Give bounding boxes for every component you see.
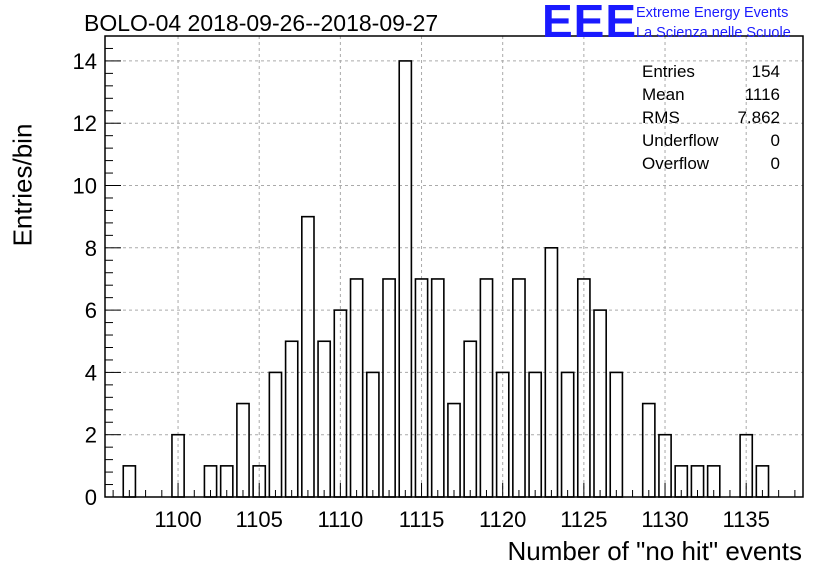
histogram-bar (317, 340, 332, 498)
y-tick-label: 8 (85, 236, 97, 261)
x-axis-label: Number of "no hit" events (507, 536, 803, 566)
logo-line-1: Extreme Energy Events (636, 5, 789, 21)
stat-value: 1116 (744, 85, 780, 104)
stat-label: Underflow (642, 131, 719, 150)
histogram-bar (479, 278, 494, 498)
y-tick-label: 6 (85, 298, 97, 323)
stat-row-entries: Entries 154 (642, 60, 780, 83)
stat-value: 7.862 (737, 108, 780, 127)
histogram-bar (512, 278, 526, 498)
logo-text: Extreme Energy Events La Scienza nelle S… (636, 3, 791, 43)
histogram-bar (398, 60, 413, 498)
y-tick-label: 14 (73, 49, 97, 74)
eee-logo: EEE Extreme Energy Events La Scienza nel… (542, 0, 832, 47)
x-tick-label: 1130 (641, 507, 688, 532)
logo-mark: EEE (542, 0, 638, 47)
histogram-bar (593, 309, 607, 498)
histogram-bar (463, 340, 478, 498)
x-tick-label: 1135 (723, 507, 770, 532)
y-tick-label: 10 (73, 174, 97, 199)
stat-label: Mean (642, 85, 685, 104)
histogram-bar (236, 402, 250, 498)
stat-row-mean: Mean 1116 (642, 83, 780, 106)
stat-label: RMS (642, 108, 680, 127)
y-axis-label: Entries/bin (7, 123, 38, 247)
histogram-bar (284, 340, 299, 498)
stat-label: Overflow (642, 154, 710, 173)
x-tick-label: 1110 (318, 507, 364, 532)
axes: 1100 1105 1110 1115 1120 1125 1130 1135 0 2 4 6 8 10 1… (73, 35, 804, 532)
y-axis-label-box: Entries/bin (8, 110, 38, 260)
stat-value: 0 (770, 131, 780, 150)
stat-label: Entries (642, 62, 695, 81)
histogram-bar (641, 402, 656, 498)
x-tick-label: 1115 (399, 507, 445, 532)
stat-row-overflow: Overflow 0 (642, 152, 780, 175)
x-tick-label: 1100 (154, 507, 201, 532)
x-tick-label: 1105 (236, 507, 283, 532)
logo-line-2: La Scienza nelle Scuole (636, 25, 791, 41)
histogram-bar (430, 278, 445, 498)
grid (105, 36, 803, 497)
x-tick-label: 1120 (479, 507, 526, 532)
stat-row-underflow: Underflow 0 (642, 129, 780, 152)
histogram-bar (382, 278, 396, 498)
x-tick-label: 1125 (560, 507, 607, 532)
y-tick-label: 12 (73, 111, 97, 136)
plot-title: BOLO-04 2018-09-26--2018-09-27 (84, 10, 439, 36)
stat-value: 0 (770, 154, 780, 173)
y-tick-label: 2 (85, 423, 97, 448)
stat-row-rms: RMS 7.862 (642, 106, 780, 129)
y-tick-label: 0 (85, 485, 97, 510)
histogram-bar (349, 278, 364, 498)
stats-box: Entries 154 Mean 1116 RMS 7.862 Underflow 0 … (642, 60, 780, 175)
stat-value: 154 (751, 62, 780, 81)
y-tick-label: 4 (85, 360, 97, 385)
histogram-bar (301, 215, 315, 498)
histogram-bar (447, 402, 461, 498)
